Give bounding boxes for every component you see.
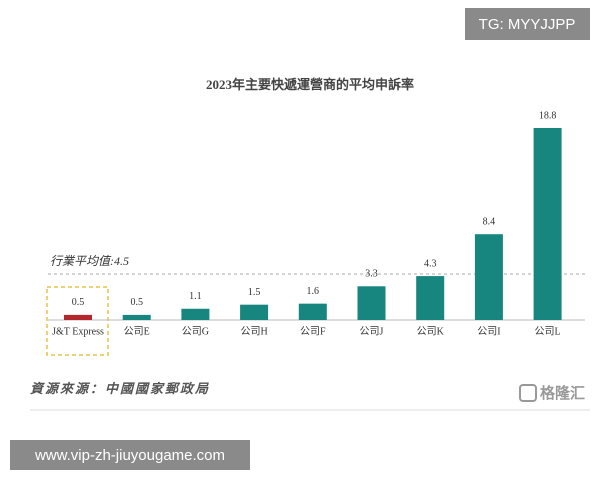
x-tick-label: 公司H xyxy=(240,326,267,337)
bar xyxy=(357,286,386,320)
x-tick-label: 公司G xyxy=(182,326,209,337)
value-label: 1.6 xyxy=(307,286,320,297)
value-label: 1.5 xyxy=(248,287,261,298)
x-tick-label: 公司E xyxy=(124,326,150,337)
average-label-text: 行業平均值: xyxy=(50,254,114,268)
value-label: 0.5 xyxy=(130,297,143,308)
value-label: 18.8 xyxy=(539,110,557,121)
bar xyxy=(416,276,445,320)
watermark-box xyxy=(465,8,590,40)
highlight-box xyxy=(46,286,109,356)
watermark: TG: MYYJJPP xyxy=(479,16,576,33)
logo: 格隆汇 xyxy=(540,384,585,402)
footer-box xyxy=(10,440,250,470)
value-label: 8.4 xyxy=(483,217,496,228)
value-label: 0.5 xyxy=(72,297,85,308)
footer-url: www.vip-zh-jiuyougame.com xyxy=(34,447,225,464)
bar xyxy=(64,314,92,320)
value-label: 1.1 xyxy=(189,291,202,302)
bar xyxy=(181,308,210,320)
x-tick-label: 公司F xyxy=(300,326,326,337)
bar xyxy=(533,128,562,320)
bar xyxy=(240,304,269,320)
logo-icon xyxy=(519,384,537,402)
bar xyxy=(298,303,327,320)
x-tick-label: 公司I xyxy=(477,326,500,337)
source: 資源來源：中國國家郵政局 xyxy=(30,381,210,396)
x-tick-label: J&T Express xyxy=(52,326,104,337)
x-tick-label: 公司J xyxy=(360,326,384,337)
average-label: 行業平均值:4.5 xyxy=(50,254,129,268)
value-label: 4.3 xyxy=(424,258,437,269)
x-tick-label: 公司L xyxy=(535,326,561,337)
chart-title: 2023年主要快遞運營商的平均申訴率 xyxy=(206,77,414,92)
x-tick-label: 公司K xyxy=(417,326,445,337)
value-label: 3.3 xyxy=(365,269,378,280)
average-value: 4.5 xyxy=(114,254,129,268)
bar xyxy=(122,314,151,320)
bar xyxy=(474,234,503,320)
